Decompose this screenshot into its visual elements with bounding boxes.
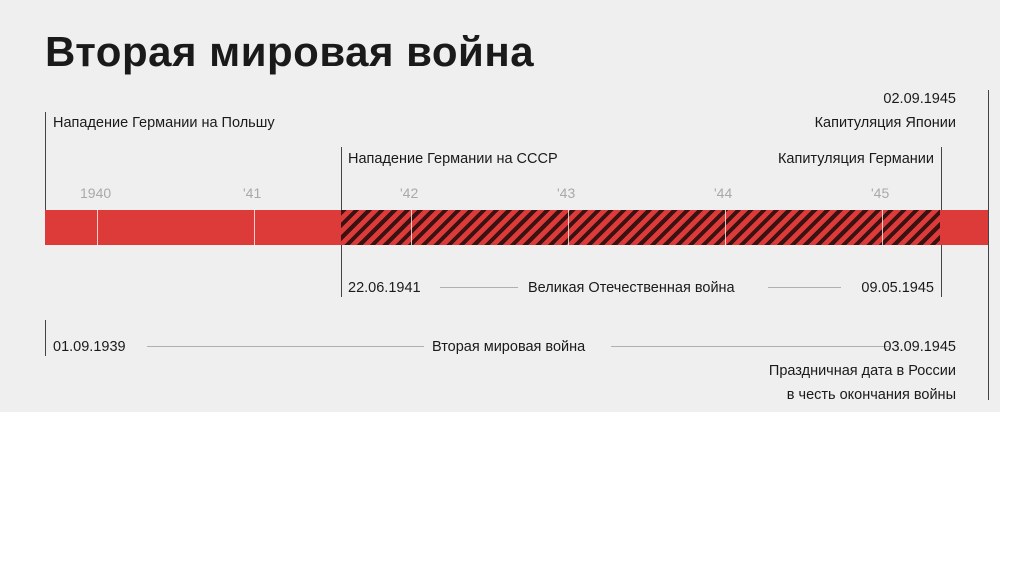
- year-tick-1940: 1940: [80, 185, 112, 201]
- holiday-note-line1: Праздничная дата в России: [768, 363, 956, 379]
- poland-guide-line: [45, 112, 46, 244]
- year-divider-1942: [411, 210, 412, 245]
- year-tick-45: '45: [871, 185, 890, 201]
- ww2-start-guide-line: [45, 320, 46, 356]
- germany-capitulation-label: Капитуляция Германии: [777, 151, 934, 167]
- year-tick-44: '44: [714, 185, 733, 201]
- year-divider-1941: [254, 210, 255, 245]
- japan-capitulation-date: 02.09.1945: [883, 91, 956, 107]
- ww2-start-date: 01.09.1939: [53, 339, 126, 355]
- gpw-connector-left: [440, 287, 518, 288]
- great-patriotic-war-hatched-segment: [341, 210, 940, 245]
- gpw-start-date: 22.06.1941: [348, 280, 421, 296]
- ww2-label: Вторая мировая война: [432, 339, 586, 355]
- gpw-end-date: 09.05.1945: [861, 280, 934, 296]
- poland-invasion-label: Нападение Германии на Польшу: [53, 115, 275, 131]
- ussr-invasion-label: Нападение Германии на СССР: [348, 151, 558, 167]
- year-divider-1940: [97, 210, 98, 245]
- japan-capitulation-guide-line: [988, 90, 989, 400]
- year-divider-1944: [725, 210, 726, 245]
- year-tick-42: '42: [400, 185, 419, 201]
- gpw-label: Великая Отечественная война: [528, 280, 735, 296]
- ww2-connector-left: [147, 346, 424, 347]
- holiday-note-line2: в честь окончания войны: [786, 387, 956, 403]
- year-divider-1943: [568, 210, 569, 245]
- year-tick-41: '41: [243, 185, 262, 201]
- gpw-connector-right: [768, 287, 841, 288]
- year-divider-1945: [882, 210, 883, 245]
- timeline-panel: Вторая мировая война Нападение Германии …: [0, 0, 1000, 412]
- ww2-connector-right: [611, 346, 889, 347]
- japan-capitulation-label: Капитуляция Японии: [814, 115, 956, 131]
- year-tick-43: '43: [557, 185, 576, 201]
- war-timeline-bar: [45, 210, 988, 245]
- page-title: Вторая мировая война: [45, 28, 535, 75]
- ww2-end-date: 03.09.1945: [883, 339, 956, 355]
